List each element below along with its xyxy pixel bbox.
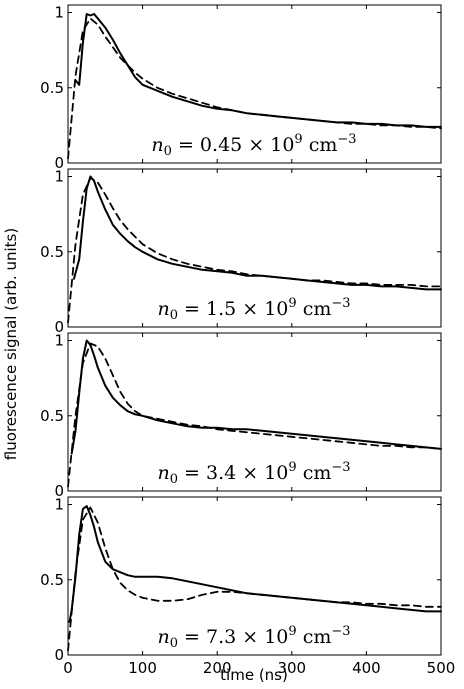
x-axis-label: time (ns) [220,666,288,684]
plot-frame [67,332,442,492]
y-tick-label: 0.5 [40,243,64,261]
fit-curve-dashed [67,342,442,488]
y-tick-label: 1 [54,496,64,514]
x-tick-label: 500 [427,659,456,677]
data-curve-solid [70,339,442,455]
y-tick-label: 0 [54,646,64,664]
plot-frame [67,168,442,328]
data-curve-solid [68,505,442,623]
y-tick-label: 1 [54,168,64,186]
y-tick-label: 1 [54,332,64,350]
fit-curve-dashed [67,17,442,160]
data-curve-solid [73,175,442,291]
y-tick-label: 0 [54,482,64,500]
density-annotation: n0 = 3.4 × 109 cm−3 [157,460,350,487]
y-tick-label: 0 [54,318,64,336]
plot-frame [67,496,442,656]
fit-curve-dashed [67,177,442,324]
panels: 0 0.5 1 n0 = 0.45 × 109 cm−3 0 0.5 1 n0 = 1.5 ×… [40,4,442,664]
panel-4: 0 0.5 1 n0 = 7.3 × 109 cm−3 [40,496,442,664]
x-tick-label: 300 [277,659,306,677]
x-tick-labels: 0 100 200 300 400 500 [63,659,455,677]
x-tick-label: 200 [203,659,232,677]
x-tick-label: 100 [128,659,157,677]
panel-2: 0 0.5 1 n0 = 1.5 × 109 cm−3 [40,168,442,336]
panel-3: 0 0.5 1 n0 = 3.4 × 109 cm−3 [40,332,442,500]
y-tick-label: 0 [54,154,64,172]
x-tick-label: 0 [63,659,73,677]
density-annotation: n0 = 0.45 × 109 cm−3 [151,132,356,159]
x-tick-label: 400 [352,659,381,677]
fit-curve-dashed [67,506,442,652]
density-annotation: n0 = 1.5 × 109 cm−3 [157,296,350,323]
y-tick-label: 0.5 [40,79,64,97]
density-annotation: n0 = 7.3 × 109 cm−3 [157,624,350,651]
panel-1: 0 0.5 1 n0 = 0.45 × 109 cm−3 [40,4,442,172]
y-tick-label: 1 [54,4,64,22]
data-curve-solid [74,13,442,128]
y-tick-label: 0.5 [40,571,64,589]
plot-frame [67,4,442,164]
y-tick-label: 0.5 [40,407,64,425]
y-axis-label: fluorescence signal (arb. units) [2,228,20,460]
